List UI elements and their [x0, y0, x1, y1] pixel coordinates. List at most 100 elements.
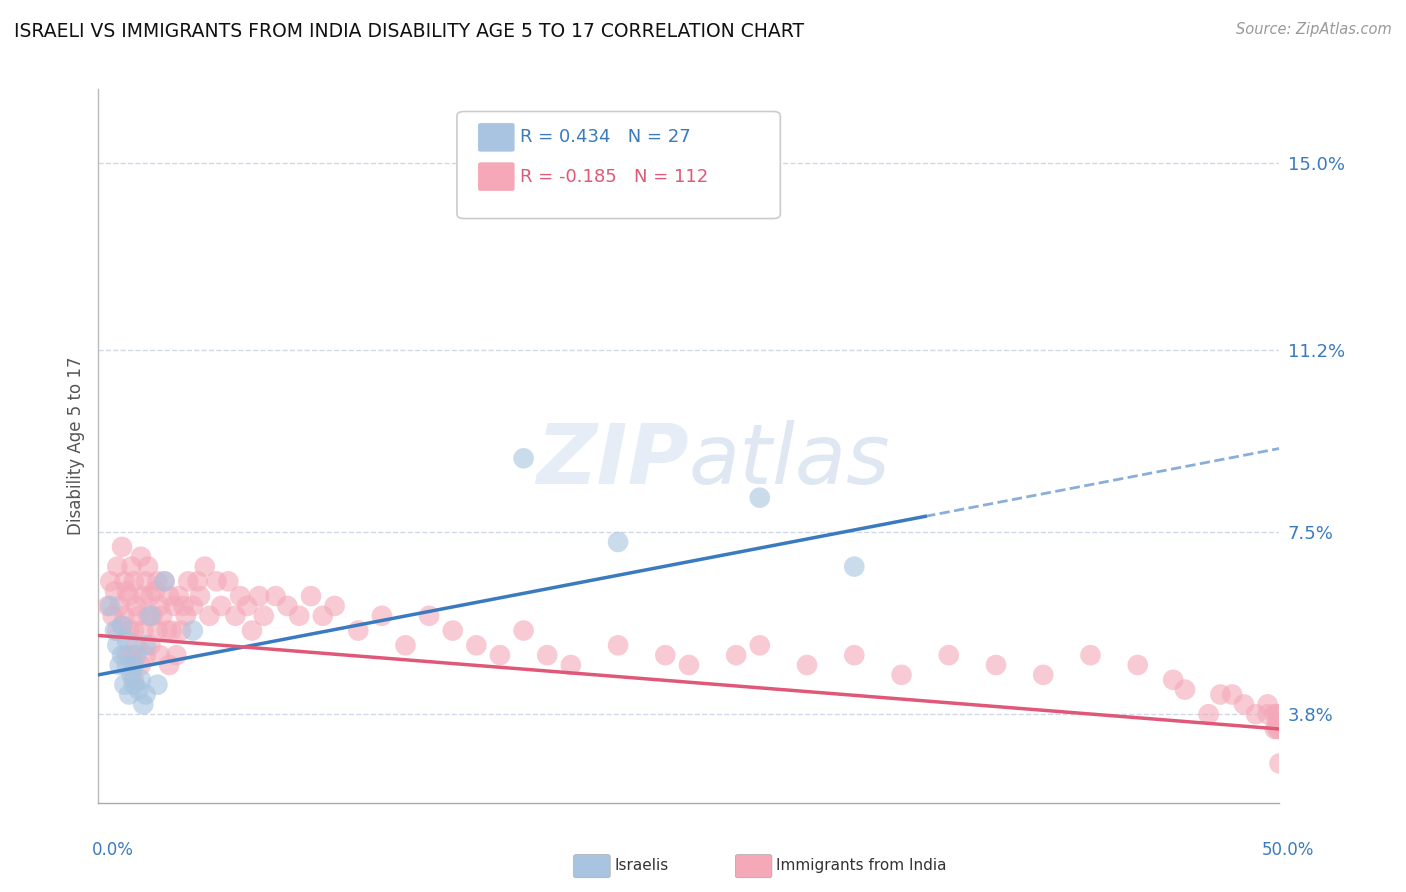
Point — [465, 638, 488, 652]
Point — [236, 599, 259, 613]
Point — [441, 624, 464, 638]
Point — [167, 589, 190, 603]
Point — [97, 599, 120, 613]
Point — [115, 633, 138, 648]
Point — [146, 574, 169, 589]
Point — [512, 451, 534, 466]
Point — [136, 559, 159, 574]
Point — [112, 574, 135, 589]
Text: Immigrants from India: Immigrants from India — [776, 858, 946, 872]
Point — [1032, 668, 1054, 682]
Point — [105, 624, 128, 638]
Point — [247, 589, 270, 603]
Point — [371, 608, 394, 623]
Point — [163, 599, 186, 613]
Point — [122, 574, 145, 589]
Point — [418, 608, 440, 623]
Point — [217, 574, 239, 589]
Point — [111, 618, 134, 632]
Text: ISRAELI VS IMMIGRANTS FROM INDIA DISABILITY AGE 5 TO 17 CORRELATION CHART: ISRAELI VS IMMIGRANTS FROM INDIA DISABIL… — [14, 22, 804, 41]
Point — [132, 698, 155, 712]
Point — [153, 574, 176, 589]
Point — [160, 624, 183, 638]
Point — [224, 608, 246, 623]
Point — [194, 559, 217, 574]
Point — [132, 589, 155, 603]
Point — [607, 638, 630, 652]
Point — [118, 688, 141, 702]
Point — [108, 599, 131, 613]
Point — [607, 535, 630, 549]
Point — [1198, 707, 1220, 722]
Point — [118, 624, 141, 638]
Point — [1257, 707, 1279, 722]
Point — [512, 624, 534, 638]
Point — [938, 648, 960, 662]
Point — [1257, 698, 1279, 712]
Point — [240, 624, 263, 638]
Point — [122, 658, 145, 673]
Point — [153, 574, 176, 589]
Point — [149, 648, 172, 662]
Point — [170, 624, 193, 638]
Text: R = 0.434   N = 27: R = 0.434 N = 27 — [520, 128, 690, 146]
Point — [181, 599, 204, 613]
Point — [229, 589, 252, 603]
Point — [122, 624, 145, 638]
Point — [115, 658, 138, 673]
Point — [276, 599, 298, 613]
Point — [129, 658, 152, 673]
Point — [536, 648, 558, 662]
Text: 0.0%: 0.0% — [91, 841, 134, 859]
Point — [121, 668, 143, 682]
Point — [104, 624, 127, 638]
Point — [299, 589, 322, 603]
Point — [1080, 648, 1102, 662]
Point — [129, 549, 152, 564]
Point — [1220, 688, 1243, 702]
Text: 50.0%: 50.0% — [1263, 841, 1315, 859]
Point — [172, 599, 194, 613]
Point — [187, 574, 209, 589]
Point — [796, 658, 818, 673]
Point — [890, 668, 912, 682]
Point — [205, 574, 228, 589]
Point — [560, 658, 582, 673]
Point — [125, 599, 148, 613]
Text: Source: ZipAtlas.com: Source: ZipAtlas.com — [1236, 22, 1392, 37]
Point — [128, 682, 150, 697]
Point — [181, 624, 204, 638]
Text: R = -0.185   N = 112: R = -0.185 N = 112 — [520, 168, 709, 186]
Point — [1161, 673, 1184, 687]
Point — [288, 608, 311, 623]
Y-axis label: Disability Age 5 to 17: Disability Age 5 to 17 — [66, 357, 84, 535]
Point — [1174, 682, 1197, 697]
Point — [111, 648, 134, 662]
Point — [748, 491, 770, 505]
Point — [177, 574, 200, 589]
Point — [132, 624, 155, 638]
Point — [121, 648, 143, 662]
Point — [748, 638, 770, 652]
Point — [312, 608, 335, 623]
Point — [157, 589, 180, 603]
Point — [253, 608, 276, 623]
Point — [984, 658, 1007, 673]
Point — [98, 599, 121, 613]
Point — [150, 608, 173, 623]
Point — [98, 574, 121, 589]
Point — [1264, 707, 1286, 722]
Point — [122, 678, 145, 692]
Text: atlas: atlas — [689, 420, 890, 500]
Point — [142, 608, 165, 623]
Point — [115, 584, 138, 599]
Point — [135, 688, 157, 702]
Point — [1265, 717, 1288, 731]
Point — [146, 624, 169, 638]
Point — [264, 589, 287, 603]
Point — [1209, 688, 1232, 702]
Point — [135, 638, 157, 652]
Point — [323, 599, 346, 613]
Point — [125, 648, 148, 662]
Point — [105, 559, 128, 574]
